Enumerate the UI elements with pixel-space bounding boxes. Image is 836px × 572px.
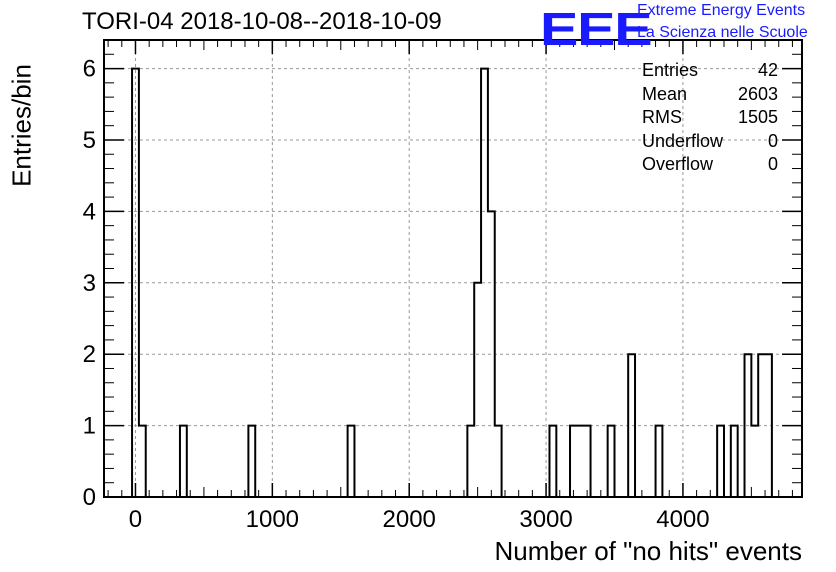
stat-label: Mean xyxy=(642,83,688,104)
stat-value: 42 xyxy=(757,60,778,80)
stat-overflow: Overflow 0 xyxy=(642,154,778,178)
plot-frame xyxy=(103,39,803,498)
x-tick-label: 1000 xyxy=(246,506,299,533)
y-tick-label: 3 xyxy=(83,270,96,297)
stat-value: 1505 xyxy=(737,107,778,127)
x-axis-label: Number of "no hits" events xyxy=(494,536,803,566)
stat-value: 0 xyxy=(767,154,778,174)
histogram-bin xyxy=(656,426,663,497)
stat-rms: RMS 1505 xyxy=(642,107,778,131)
stats-box: Entries 42 Mean 2603 RMS 1505 Underflow … xyxy=(642,60,778,178)
histogram-outline xyxy=(131,67,773,497)
stat-label: Entries xyxy=(642,60,699,80)
histogram-bin xyxy=(474,283,481,497)
stat-label: Overflow xyxy=(642,154,714,174)
y-tick-label: 6 xyxy=(83,56,96,83)
logo-line-2: La Scienza nelle Scuole xyxy=(637,24,808,41)
y-tick-label: 0 xyxy=(83,484,96,511)
y-tick-label: 4 xyxy=(83,198,96,225)
histogram-bin xyxy=(570,426,577,497)
chart-title: TORI-04 2018-10-08--2018-10-09 xyxy=(82,8,442,35)
axis-ticks xyxy=(104,40,802,498)
stat-value: 2603 xyxy=(737,83,778,104)
x-tick-label: 0 xyxy=(129,506,142,533)
tick-labels: 0 1000 2000 3000 4000 0 1 2 3 4 5 6 xyxy=(83,56,710,533)
eee-logo: EEE xyxy=(540,3,653,55)
histogram-bin xyxy=(139,426,146,497)
histogram-bin xyxy=(549,426,556,497)
x-tick-label: 2000 xyxy=(383,506,436,533)
stat-underflow: Underflow 0 xyxy=(642,131,778,155)
y-tick-label: 2 xyxy=(83,341,96,368)
histogram-bin xyxy=(608,426,615,497)
histogram-bin xyxy=(584,426,591,497)
grid-lines xyxy=(104,40,802,497)
x-tick-label: 4000 xyxy=(656,506,709,533)
y-tick-label: 1 xyxy=(83,413,96,440)
histogram-bin xyxy=(467,426,474,497)
histogram-bin xyxy=(731,426,738,497)
stat-mean: Mean 2603 xyxy=(642,84,778,108)
stat-value: 0 xyxy=(767,130,778,151)
stat-label: Underflow xyxy=(642,130,724,151)
logo-line-1: Extreme Energy Events xyxy=(637,2,806,19)
histogram-bin xyxy=(348,426,355,497)
x-tick-label: 3000 xyxy=(519,506,572,533)
y-tick-label: 5 xyxy=(83,127,96,154)
histogram-bin xyxy=(577,426,584,497)
stat-entries: Entries 42 xyxy=(642,60,778,84)
histogram-bin xyxy=(717,426,724,497)
histogram-bin xyxy=(495,426,502,497)
histogram-bin xyxy=(751,426,758,497)
histogram-bin xyxy=(180,426,187,497)
stat-label: RMS xyxy=(642,107,682,127)
histogram-bin xyxy=(248,426,255,497)
y-axis-label: Entries/bin xyxy=(6,64,37,187)
